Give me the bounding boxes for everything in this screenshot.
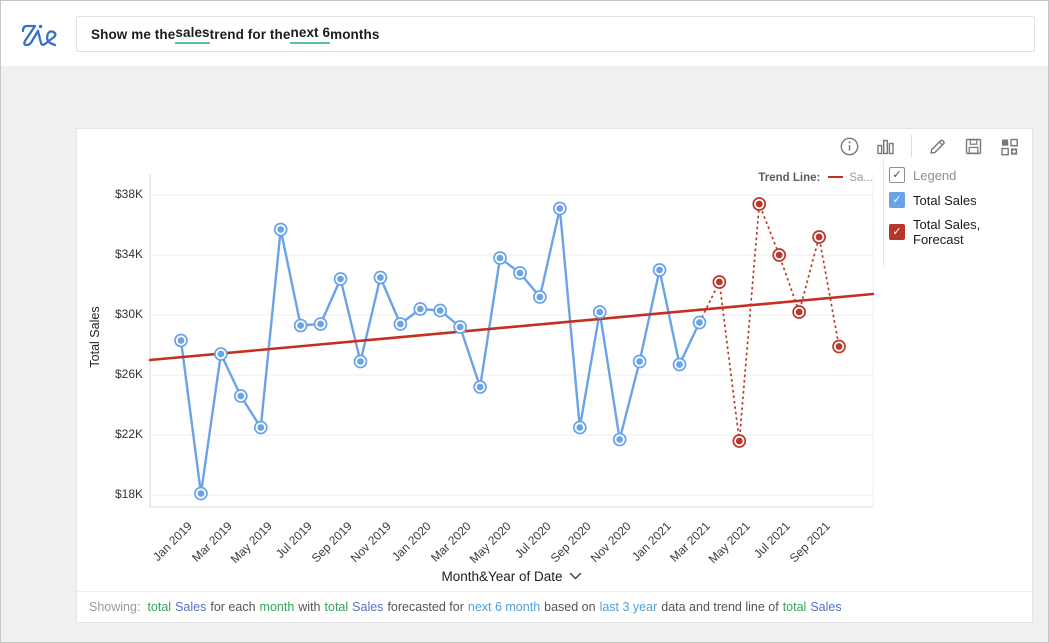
query-keyword: sales: [175, 25, 210, 44]
x-axis-title-label: Month&Year of Date: [441, 569, 563, 584]
trend-line-series-name: Sa...: [849, 172, 873, 184]
legend-item-label: Total Sales, Forecast: [913, 217, 981, 247]
chart-type-icon[interactable]: [875, 136, 896, 157]
showing-label: Showing:: [89, 600, 141, 614]
showing-segment: month: [259, 600, 295, 614]
legend: ✓ Legend ✓ Total Sales ✓ Total Sales, Forecas…: [889, 167, 1032, 247]
showing-segment: Sales: [175, 600, 207, 614]
zia-logo[interactable]: [19, 19, 63, 53]
legend-item-label: Total Sales: [913, 192, 977, 208]
showing-segment: next 6 month: [467, 600, 541, 614]
chart-panel: Trend Line: Sa... ✓ Legend ✓ Total Sales ✓ Tot…: [76, 128, 1033, 623]
showing-segment: for each: [210, 600, 256, 614]
toolbar-separator: [911, 135, 912, 157]
y-tick-label: $22K: [114, 427, 143, 441]
showing-segment: with: [298, 600, 321, 614]
query-text: trend for the: [209, 26, 291, 42]
y-tick-label: $34K: [114, 247, 143, 261]
legend-title-row[interactable]: ✓ Legend: [889, 167, 1032, 183]
trend-line-dash-swatch: [828, 175, 844, 178]
y-tick-label: $26K: [114, 367, 143, 381]
top-query-bar: Show me the sales trend for the next 6 m…: [1, 1, 1048, 67]
showing-segment: data and trend line of: [661, 600, 779, 614]
legend-item-label: Legend: [913, 167, 957, 183]
add-to-dashboard-icon[interactable]: [999, 136, 1020, 157]
legend-item-1[interactable]: ✓ Total Sales, Forecast: [889, 217, 1032, 247]
chart-plot[interactable]: [77, 129, 1034, 591]
showing-segment: Sales: [810, 600, 842, 614]
y-tick-label: $30K: [114, 307, 143, 321]
legend-divider: [883, 161, 884, 267]
trend-line-label: Trend Line:: [758, 172, 821, 184]
showing-segment: based on: [544, 600, 596, 614]
edit-pencil-icon[interactable]: [927, 136, 948, 157]
chevron-down-icon: [569, 572, 581, 580]
checkbox-icon[interactable]: ✓: [889, 224, 905, 240]
showing-segment: total: [147, 600, 172, 614]
chart-toolbar: [839, 134, 1020, 158]
query-text: Show me the: [91, 26, 176, 42]
showing-segment: forecasted for: [387, 600, 464, 614]
query-keyword: next 6: [290, 25, 331, 44]
showing-segment: Sales: [352, 600, 384, 614]
showing-segment: total: [782, 600, 807, 614]
showing-segment: total: [324, 600, 349, 614]
query-input[interactable]: Show me the sales trend for the next 6 m…: [76, 16, 1035, 52]
query-text: months: [330, 26, 380, 42]
save-icon[interactable]: [963, 136, 984, 157]
legend-item-0[interactable]: ✓ Total Sales: [889, 192, 1032, 208]
y-axis-title: Total Sales: [88, 306, 102, 368]
y-tick-label: $38K: [114, 187, 143, 201]
y-tick-label: $18K: [114, 487, 143, 501]
checkbox-icon[interactable]: ✓: [889, 192, 905, 208]
trend-line-legend: Trend Line: Sa...: [758, 172, 873, 184]
x-axis-title[interactable]: Month&Year of Date: [150, 569, 873, 584]
checkbox-icon[interactable]: ✓: [889, 167, 905, 183]
showing-segment: last 3 year: [599, 600, 658, 614]
info-icon[interactable]: [839, 136, 860, 157]
showing-summary: Showing: total Sales for each month with total…: [77, 591, 1032, 622]
